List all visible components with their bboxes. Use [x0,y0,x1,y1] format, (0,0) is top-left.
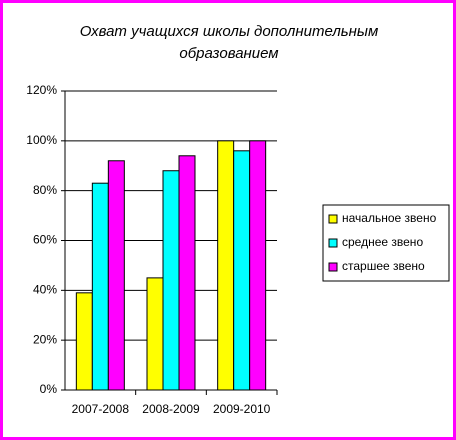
y-tick-label: 40% [33,283,57,297]
bar [75,292,93,391]
legend-label: среднее звено [342,235,423,249]
bar [178,155,196,391]
y-tick-label: 120% [26,83,57,97]
bar [249,140,267,391]
legend-label: начальное звено [342,211,437,225]
legend-swatch [328,214,338,224]
bar [162,170,180,391]
legend-swatch [328,262,338,272]
y-tick-label: 80% [33,183,57,197]
y-tick-label: 100% [26,133,57,147]
legend-swatch [328,238,338,248]
y-tick-label: 60% [33,233,57,247]
y-tick-label: 20% [33,332,57,346]
chart-title: Охват учащихся школы дополнительным обра… [79,23,379,62]
bar [217,140,235,391]
bar [91,182,109,391]
legend-box [322,204,450,282]
bar [146,277,164,391]
legend-label: старшее звено [342,259,425,273]
x-tick-label: 2008-2009 [142,402,200,416]
y-tick-label: 0% [40,382,58,396]
bar [233,150,251,391]
x-tick-label: 2007-2008 [72,402,130,416]
chart-svg: 0% 20% 40% 60% 80% 100% 120% 2007-2008 2008-2009… [26,83,450,416]
bar [107,160,125,391]
x-tick-label: 2009-2010 [213,402,271,416]
